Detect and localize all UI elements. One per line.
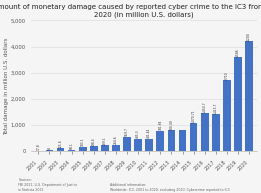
- Text: 68.1: 68.1: [70, 142, 74, 149]
- Bar: [134, 139, 142, 152]
- Text: 264.6: 264.6: [114, 135, 118, 144]
- Text: 485.3: 485.3: [136, 130, 140, 138]
- Text: 559.7: 559.7: [125, 127, 129, 136]
- Text: 54: 54: [48, 146, 51, 150]
- Text: 1,070.71: 1,070.71: [192, 109, 195, 123]
- Text: 481.44: 481.44: [147, 128, 151, 138]
- Text: 1,450.7: 1,450.7: [203, 101, 207, 113]
- Y-axis label: Total damage in million U.S. dollars: Total damage in million U.S. dollars: [4, 37, 9, 135]
- Text: 2,710: 2,710: [225, 71, 229, 80]
- Bar: [45, 150, 53, 152]
- Bar: [90, 146, 98, 152]
- Text: 17.8: 17.8: [36, 144, 40, 151]
- Text: 239.1: 239.1: [103, 136, 107, 145]
- Bar: [156, 131, 164, 152]
- Text: Additional information:
Worldwide: IC3, 2001 to 2020, excluding 2010; Cybercrime: Additional information: Worldwide: IC3, …: [110, 183, 229, 192]
- Text: 183.1: 183.1: [81, 138, 85, 146]
- Bar: [212, 114, 220, 152]
- Bar: [245, 41, 253, 152]
- Text: 3,586: 3,586: [236, 48, 240, 57]
- Bar: [179, 130, 186, 152]
- Bar: [234, 57, 242, 152]
- Bar: [223, 80, 231, 152]
- Bar: [57, 148, 64, 152]
- Bar: [123, 137, 131, 152]
- Title: Amount of monetary damage caused by reported cyber crime to the IC3 from 2001 to: Amount of monetary damage caused by repo…: [0, 4, 261, 18]
- Text: 800.49: 800.49: [169, 119, 173, 130]
- Bar: [34, 151, 42, 152]
- Bar: [190, 123, 198, 152]
- Text: 125.6: 125.6: [58, 139, 62, 148]
- Bar: [201, 113, 209, 152]
- Text: Sources:
FBI 2021; U.S. Department of Justice
io Statista 2021: Sources: FBI 2021; U.S. Department of Ju…: [18, 178, 78, 192]
- Bar: [168, 130, 175, 152]
- Bar: [101, 145, 109, 152]
- Bar: [112, 145, 120, 152]
- Text: 198.4: 198.4: [92, 137, 96, 146]
- Text: 781.84: 781.84: [158, 120, 162, 130]
- Bar: [145, 139, 153, 152]
- Text: 1,415.7: 1,415.7: [214, 102, 218, 114]
- Text: 4,200: 4,200: [247, 32, 251, 41]
- Bar: [68, 150, 75, 152]
- Bar: [79, 147, 87, 152]
